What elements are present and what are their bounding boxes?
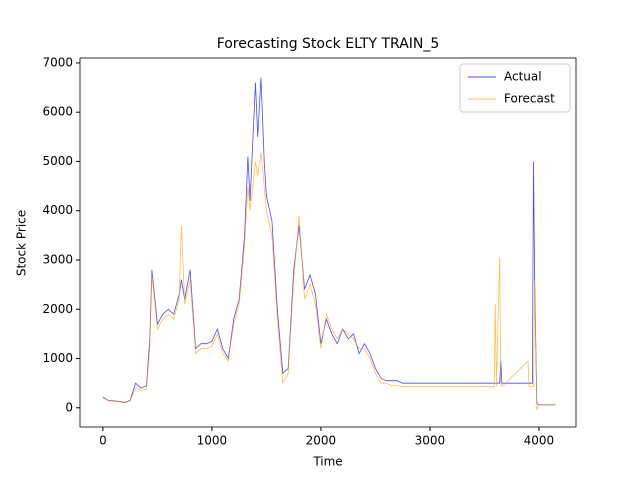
y-tick-label: 2000 xyxy=(42,302,73,316)
x-axis-label: Time xyxy=(312,455,342,469)
x-tick-label: 0 xyxy=(99,434,107,448)
legend-label: Forecast xyxy=(504,92,555,106)
legend-label: Actual xyxy=(504,70,542,84)
y-axis-label: Stock Price xyxy=(15,210,29,276)
plot-frame xyxy=(79,57,577,428)
chart-title: Forecasting Stock ELTY TRAIN_5 xyxy=(217,36,440,52)
y-tick-label: 7000 xyxy=(42,55,73,69)
y-tick-label: 4000 xyxy=(42,203,73,217)
y-tick-label: 5000 xyxy=(42,154,73,168)
y-tick-label: 0 xyxy=(65,400,73,414)
legend-box xyxy=(459,63,571,113)
x-tick-label: 4000 xyxy=(524,434,555,448)
series-line xyxy=(102,77,556,406)
x-tick-label: 2000 xyxy=(306,434,337,448)
y-tick-label: 6000 xyxy=(42,105,73,119)
x-tick-label: 3000 xyxy=(415,434,446,448)
x-tick-label: 1000 xyxy=(197,434,228,448)
y-tick-label: 1000 xyxy=(42,351,73,365)
y-tick-label: 3000 xyxy=(42,252,73,266)
series-line xyxy=(102,151,556,410)
